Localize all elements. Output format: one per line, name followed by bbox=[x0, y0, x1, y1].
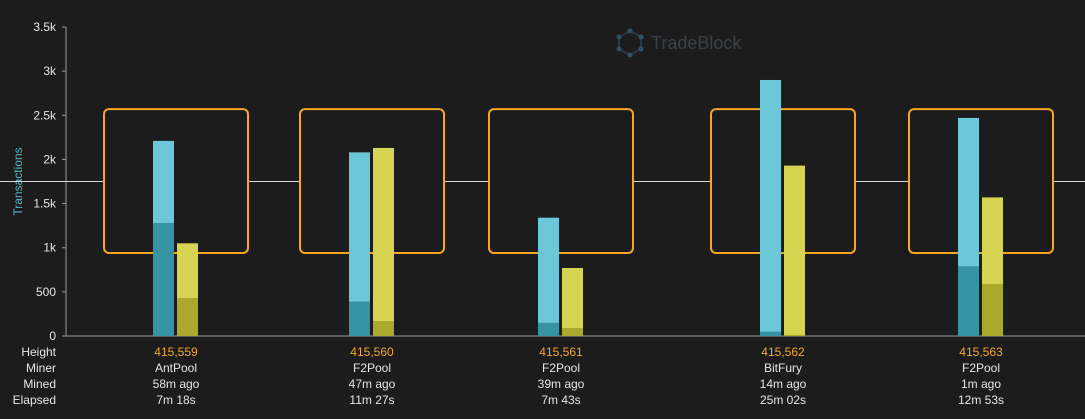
block-height: 415,559 bbox=[154, 345, 198, 359]
yellow-bar-segment bbox=[982, 283, 1003, 336]
block-miner: F2Pool bbox=[541, 361, 581, 375]
highlight-box bbox=[710, 108, 856, 255]
block-mined: 1m ago bbox=[960, 377, 1002, 391]
y-tick-label: 2.5k bbox=[33, 108, 57, 122]
block-miner: F2Pool bbox=[352, 361, 392, 375]
row-label-elapsed: Elapsed bbox=[12, 393, 56, 407]
y-tick-label: 3.5k bbox=[33, 20, 57, 34]
block-height: 415,560 bbox=[350, 345, 394, 359]
block-miner: F2Pool bbox=[961, 361, 1001, 375]
yellow-bar-segment bbox=[562, 328, 583, 336]
highlight-box bbox=[488, 108, 634, 255]
block-height: 415,563 bbox=[959, 345, 1003, 359]
row-label-miner: Miner bbox=[25, 361, 56, 375]
tx-bar-segment bbox=[153, 222, 174, 336]
yellow-bar-segment bbox=[373, 320, 394, 336]
yellow-bar bbox=[784, 165, 805, 336]
tx-bar bbox=[538, 217, 559, 336]
block-mined: 47m ago bbox=[348, 377, 396, 391]
block-mined: 39m ago bbox=[537, 377, 585, 391]
y-tick-label: 2k bbox=[43, 152, 57, 166]
highlight-box bbox=[908, 108, 1054, 255]
row-label-height: Height bbox=[21, 345, 56, 359]
y-tick-label: 500 bbox=[36, 285, 56, 299]
y-tick-label: 1k bbox=[43, 241, 57, 255]
block-height: 415,561 bbox=[539, 345, 583, 359]
tx-bar-segment bbox=[760, 331, 781, 336]
tradeblock-logo-icon bbox=[616, 28, 644, 58]
tx-bar-segment bbox=[538, 322, 559, 336]
highlight-box bbox=[299, 108, 445, 255]
tx-bar bbox=[349, 152, 370, 336]
yellow-bar bbox=[373, 147, 394, 336]
block-elapsed: 11m 27s bbox=[349, 393, 395, 407]
yellow-bar bbox=[562, 268, 583, 336]
tx-bar-segment bbox=[958, 266, 979, 336]
yellow-bar-segment bbox=[784, 335, 805, 336]
highlight-box bbox=[103, 108, 249, 255]
block-miner: BitFury bbox=[763, 361, 802, 375]
yellow-bar-segment bbox=[177, 298, 198, 336]
block-elapsed: 7m 18s bbox=[156, 393, 196, 407]
y-tick-label: 3k bbox=[43, 64, 57, 78]
tx-bar bbox=[760, 79, 781, 336]
block-miner: AntPool bbox=[154, 361, 198, 375]
block-mined: 58m ago bbox=[152, 377, 200, 391]
brand-watermark: TradeBlock bbox=[615, 28, 741, 58]
block-height: 415,562 bbox=[761, 345, 805, 359]
brand-name: TradeBlock bbox=[651, 32, 742, 53]
tx-bar-segment bbox=[349, 301, 370, 336]
block-elapsed: 25m 02s bbox=[759, 393, 807, 407]
y-tick-label: 0 bbox=[49, 329, 56, 343]
block-elapsed: 7m 43s bbox=[541, 393, 581, 407]
block-elapsed: 12m 53s bbox=[957, 393, 1005, 407]
y-tick-label: 1.5k bbox=[33, 197, 57, 211]
row-label-mined: Mined bbox=[23, 377, 56, 391]
block-mined: 14m ago bbox=[759, 377, 807, 391]
